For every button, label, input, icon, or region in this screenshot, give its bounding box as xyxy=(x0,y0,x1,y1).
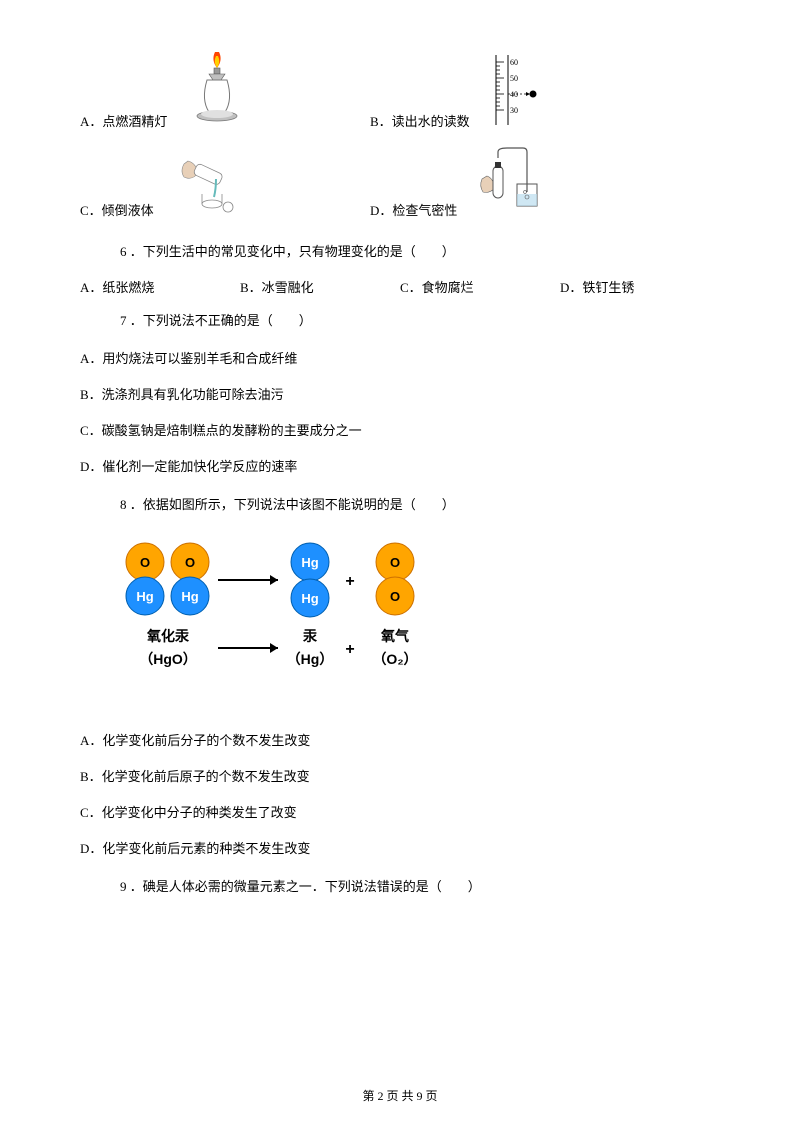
label-o2-f: （O₂） xyxy=(372,651,417,667)
atom-hg: Hg xyxy=(301,555,318,570)
q8-c: C．化学变化中分子的种类发生了改变 xyxy=(80,800,720,826)
label-hg-f: （Hg） xyxy=(287,651,334,667)
option-a: A．点燃酒精灯 xyxy=(80,50,370,130)
q9-stem: 9 ．碘是人体必需的微量元素之一．下列说法错误的是（ ） xyxy=(120,874,720,900)
option-a-label: A．点燃酒精灯 xyxy=(80,111,167,130)
alcohol-lamp-image xyxy=(187,50,247,130)
q7-c: C．碳酸氢钠是焙制糕点的发酵粉的主要成分之一 xyxy=(80,418,720,444)
q8-d: D．化学变化前后元素的种类不发生改变 xyxy=(80,836,720,862)
q7-a: A．用灼烧法可以鉴别羊毛和合成纤维 xyxy=(80,346,720,372)
q7-stem: 7 ．下列说法不正确的是（ ） xyxy=(120,308,720,334)
atom-o: O xyxy=(140,555,150,570)
airtight-image xyxy=(477,144,542,219)
q6-d: D．铁钉生锈 xyxy=(560,277,720,296)
tick-30: 30 xyxy=(510,106,518,115)
label-o2-cn: 氧气 xyxy=(380,628,409,644)
option-d: D．检查气密性 xyxy=(370,144,542,219)
atom-o: O xyxy=(185,555,195,570)
q6-c: C．食物腐烂 xyxy=(400,277,560,296)
plus-sign: + xyxy=(345,573,354,590)
q8-b: B．化学变化前后原子的个数不发生改变 xyxy=(80,764,720,790)
label-hg-cn: 汞 xyxy=(302,628,318,644)
q8-a: A．化学变化前后分子的个数不发生改变 xyxy=(80,728,720,754)
option-c-label: C．倾倒液体 xyxy=(80,200,154,219)
atom-hg: Hg xyxy=(181,589,198,604)
q7-b: B．洗涤剂具有乳化功能可除去油污 xyxy=(80,382,720,408)
atom-hg: Hg xyxy=(301,591,318,606)
tick-50: 50 xyxy=(510,74,518,83)
q6-stem: 6 ．下列生活中的常见变化中，只有物理变化的是（ ） xyxy=(120,239,720,265)
q6-a: A．纸张燃烧 xyxy=(80,277,240,296)
q6-b: B．冰雪融化 xyxy=(240,277,400,296)
atom-hg: Hg xyxy=(136,589,153,604)
tick-40: 40 xyxy=(510,90,518,99)
atom-o: O xyxy=(390,589,400,604)
option-b-label: B．读出水的读数 xyxy=(370,111,470,130)
option-d-label: D．检查气密性 xyxy=(370,200,457,219)
option-b: B．读出水的读数 60 50 40 30 xyxy=(370,50,540,130)
label-hgo-cn: 氧化汞 xyxy=(146,628,190,644)
q8-diagram: O Hg O Hg Hg Hg + O O 氧化汞 （HgO） xyxy=(110,536,470,710)
q8-stem: 8 ．依据如图所示，下列说法中该图不能说明的是（ ） xyxy=(120,492,720,518)
cylinder-image: 60 50 40 30 xyxy=(490,50,540,130)
pour-image xyxy=(174,149,244,219)
page-footer: 第 2 页 共 9 页 xyxy=(0,1087,800,1104)
plus-sign: + xyxy=(345,641,354,658)
atom-o: O xyxy=(390,555,400,570)
q6-options: A．纸张燃烧 B．冰雪融化 C．食物腐烂 D．铁钉生锈 xyxy=(80,277,720,296)
option-c: C．倾倒液体 xyxy=(80,149,370,219)
q7-d: D．催化剂一定能加快化学反应的速率 xyxy=(80,454,720,480)
label-hgo-f: （HgO） xyxy=(139,651,197,667)
tick-60: 60 xyxy=(510,58,518,67)
